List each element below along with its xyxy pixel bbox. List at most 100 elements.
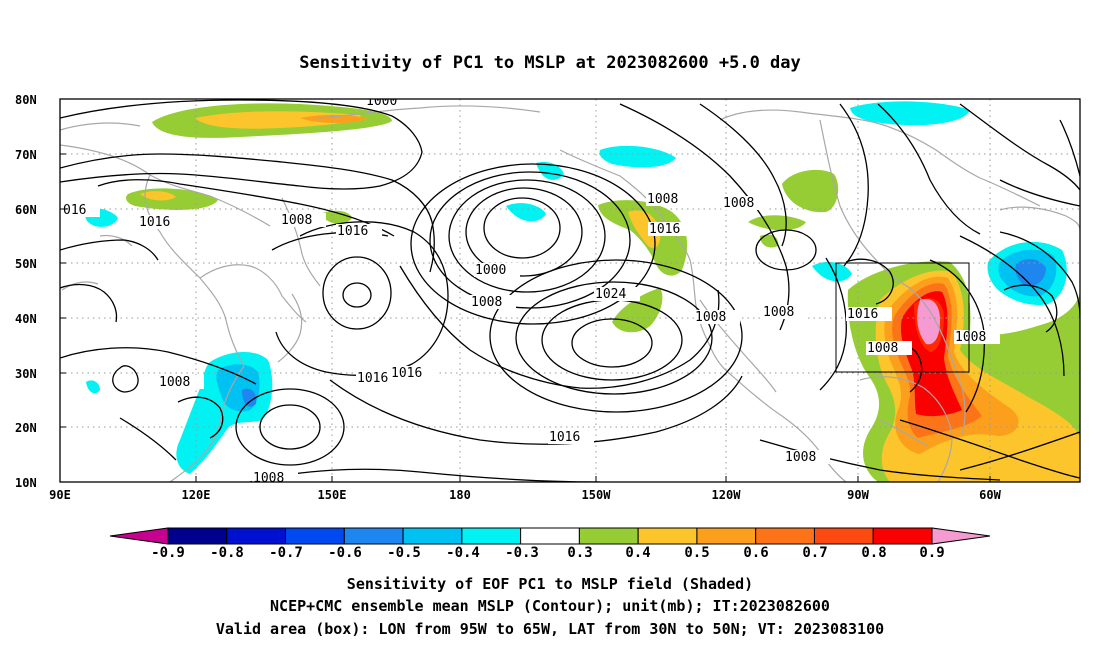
contour-label: 1016	[847, 307, 878, 322]
colorbar	[109, 527, 991, 545]
contour-label: 1008	[867, 341, 898, 356]
latitude-labels: 80N 70N 60N 50N 40N 30N 20N 10N	[15, 93, 37, 490]
caption-line-2: NCEP+CMC ensemble mean MSLP (Contour); u…	[270, 597, 830, 615]
colorbar-swatch	[755, 527, 815, 545]
colorbar-swatch	[285, 527, 345, 545]
lon-label: 90W	[847, 488, 869, 502]
contour-label: 1016	[649, 222, 680, 237]
caption-line-1: Sensitivity of EOF PC1 to MSLP field (Sh…	[347, 575, 753, 593]
colorbar-swatch	[872, 527, 933, 545]
contour-labels: 1000 016 1016 1008 1016 1000 1008 1008 1…	[63, 94, 987, 486]
colorbar-swatch	[637, 527, 698, 545]
colorbar-swatch	[167, 527, 228, 545]
contour-label: 1024	[595, 287, 626, 302]
contour-label: 1000	[366, 94, 397, 109]
contour-label: 1008	[253, 471, 284, 486]
shade-region	[812, 261, 852, 282]
valid-area-box	[835, 262, 970, 373]
shade-region	[850, 101, 970, 126]
colorbar-swatch	[520, 527, 580, 545]
shade-region	[506, 203, 546, 222]
colorbar-swatch	[696, 527, 757, 545]
contour-label: 1016	[337, 224, 368, 239]
lat-label: 50N	[15, 257, 37, 271]
lon-label: 150E	[318, 488, 347, 502]
sensitivity-shading	[85, 101, 1080, 482]
lon-label: 120E	[182, 488, 211, 502]
colorbar-label: -0.9	[151, 545, 185, 561]
contour-label: 1000	[475, 263, 506, 278]
lon-label: 180	[449, 488, 471, 502]
colorbar-swatch	[402, 527, 463, 545]
axis-ticks	[60, 98, 991, 482]
colorbar-label: -0.4	[446, 545, 480, 561]
colorbar-label: 0.5	[684, 545, 709, 561]
contour-label: 1008	[763, 305, 794, 320]
colorbar-label: -0.5	[387, 545, 421, 561]
map-title: Sensitivity of PC1 to MSLP at 2023082600…	[299, 53, 801, 73]
shade-region	[1015, 259, 1046, 287]
mslp-contours	[60, 99, 1080, 482]
lon-label: 90E	[49, 488, 71, 502]
contour-label: 016	[63, 203, 86, 218]
colorbar-label: -0.3	[505, 545, 539, 561]
shade-region	[612, 288, 663, 333]
contour-label: 1008	[281, 213, 312, 228]
shade-region	[748, 215, 806, 231]
shade-region	[628, 210, 661, 249]
shade-region	[599, 145, 676, 168]
shade-region	[140, 191, 176, 201]
contour-label: 1016	[357, 371, 388, 386]
lat-label: 20N	[15, 421, 37, 435]
colorbar-swatch	[931, 527, 991, 545]
contour-label: 1016	[549, 430, 580, 445]
colorbar-label: 0.4	[625, 545, 650, 561]
lat-label: 30N	[15, 367, 37, 381]
shade-region	[320, 210, 352, 224]
colorbar-swatch	[578, 527, 639, 545]
colorbar-label: -0.6	[328, 545, 362, 561]
caption-line-3: Valid area (box): LON from 95W to 65W, L…	[216, 620, 884, 638]
contour-label: 1008	[955, 330, 986, 345]
lat-label: 60N	[15, 203, 37, 217]
contour-label: 1008	[471, 295, 502, 310]
lat-label: 40N	[15, 312, 37, 326]
shade-region	[536, 162, 564, 180]
contour-label: 1008	[647, 192, 678, 207]
colorbar-labels: -0.9 -0.8 -0.7 -0.6 -0.5 -0.4 -0.3 0.3 0…	[151, 545, 945, 561]
colorbar-swatch	[343, 527, 404, 545]
shade-region	[300, 114, 368, 123]
shade-region	[86, 380, 100, 394]
colorbar-label: 0.7	[802, 545, 827, 561]
graticule	[60, 99, 1080, 482]
map-area: 1000 016 1016 1008 1016 1000 1008 1008 1…	[60, 94, 1080, 486]
colorbar-label: 0.6	[743, 545, 768, 561]
colorbar-swatch	[226, 527, 287, 545]
contour-label: 1008	[723, 196, 754, 211]
map-frame	[59, 98, 1081, 483]
coastlines	[60, 105, 1080, 482]
contour-label: 1016	[139, 215, 170, 230]
longitude-labels: 90E 120E 150E 180 150W 120W 90W 60W	[49, 488, 1001, 502]
shade-region	[242, 388, 257, 407]
lon-label: 120W	[712, 488, 742, 502]
contour-label: 1008	[785, 450, 816, 465]
shade-region	[917, 298, 940, 345]
lat-label: 80N	[15, 93, 37, 107]
contour-label: 1008	[159, 375, 190, 390]
shade-region	[782, 169, 839, 213]
lon-label: 150W	[582, 488, 612, 502]
contour-label: 1016	[391, 366, 422, 381]
lon-label: 60W	[979, 488, 1001, 502]
lat-label: 10N	[15, 476, 37, 490]
colorbar-label: 0.3	[567, 545, 592, 561]
colorbar-swatch	[813, 527, 874, 545]
colorbar-label: -0.8	[210, 545, 244, 561]
contour-label: 1008	[695, 310, 726, 325]
colorbar-label: 0.9	[919, 545, 944, 561]
lat-label: 70N	[15, 148, 37, 162]
colorbar-label: -0.7	[269, 545, 303, 561]
colorbar-label: 0.8	[861, 545, 886, 561]
colorbar-swatch	[461, 527, 522, 545]
